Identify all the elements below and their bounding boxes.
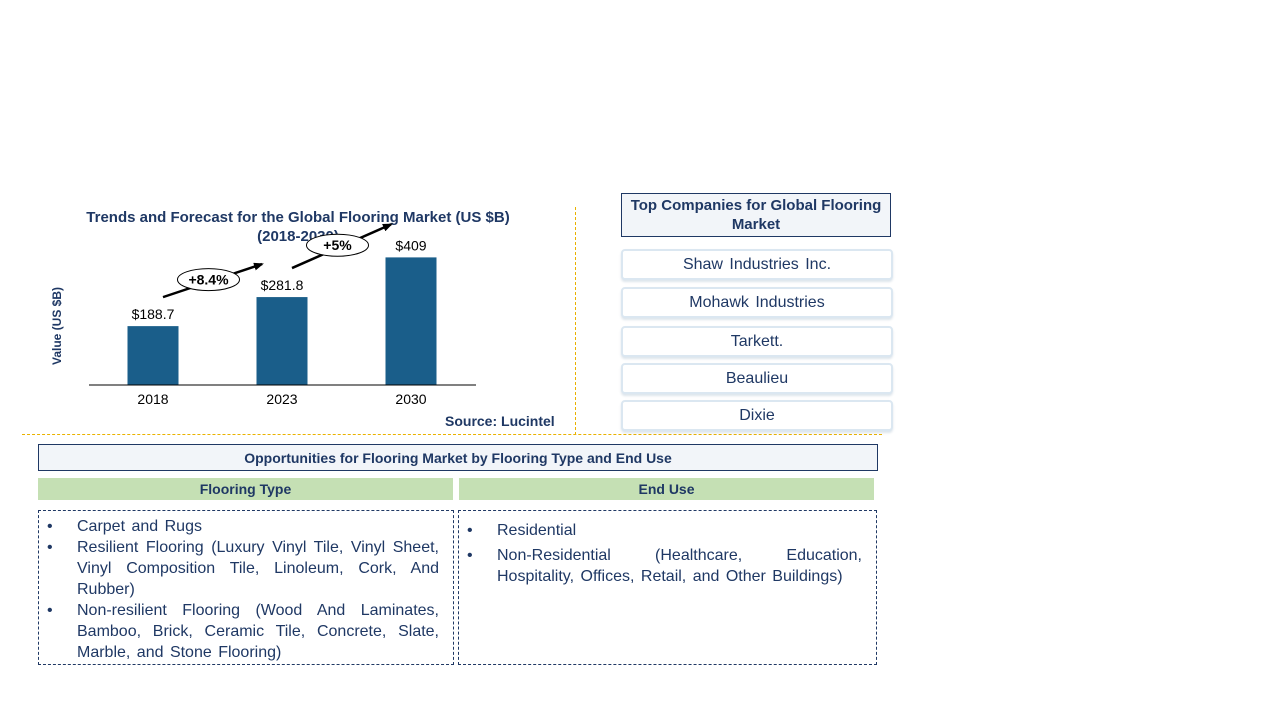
bar-2018 — [127, 326, 179, 385]
list-item: Resilient Flooring (Luxury Vinyl Tile, V… — [47, 537, 439, 600]
company-item: Shaw Industries Inc. — [621, 249, 893, 280]
growth-label-2: +5% — [323, 237, 352, 253]
end-use-list: Residential Non-Residential (Healthcare, … — [467, 520, 862, 587]
x-tick-label-2018: 2018 — [137, 391, 168, 407]
list-item: Non-resilient Flooring (Wood And Laminat… — [47, 600, 439, 663]
end-use-heading: End Use — [459, 478, 874, 500]
vertical-divider — [575, 207, 576, 435]
end-use-box: Residential Non-Residential (Healthcare, … — [458, 510, 877, 665]
data-label-2018: $188.7 — [132, 306, 175, 322]
growth-bubble-2 — [306, 233, 369, 257]
company-item: Beaulieu — [621, 363, 893, 394]
list-item: Carpet and Rugs — [47, 516, 439, 537]
horizontal-divider — [22, 434, 882, 435]
growth-bubble-1 — [177, 268, 240, 292]
bar-2023 — [256, 297, 308, 385]
opportunities-header: Opportunities for Flooring Market by Flo… — [38, 444, 878, 471]
flooring-type-box: Carpet and RugsResilient Flooring (Luxur… — [38, 510, 454, 665]
data-label-2030: $409 — [395, 237, 426, 253]
companies-header: Top Companies for Global Flooring Market — [621, 193, 891, 237]
flooring-type-list: Carpet and RugsResilient Flooring (Luxur… — [47, 516, 439, 663]
chart-title-main: Trends and Forecast for the Global Floor… — [86, 209, 510, 226]
company-item: Mohawk Industries — [621, 287, 893, 318]
company-item: Dixie — [621, 400, 893, 431]
company-item: Tarkett. — [621, 326, 893, 357]
flooring-type-heading: Flooring Type — [38, 478, 453, 500]
data-label-2023: $281.8 — [261, 277, 304, 293]
x-tick-label-2023: 2023 — [266, 391, 297, 407]
source-note: Source: Lucintel — [445, 413, 555, 429]
list-item: Non-Residential (Healthcare, Education, … — [467, 545, 862, 587]
bar-chart: $188.7 2018 $281.8 2023 $409 2030 +8.4% +5% — [89, 223, 476, 407]
bar-2030 — [385, 257, 437, 385]
list-item: Residential — [467, 520, 862, 541]
x-tick-label-2030: 2030 — [395, 391, 426, 407]
growth-label-1: +8.4% — [188, 272, 229, 288]
